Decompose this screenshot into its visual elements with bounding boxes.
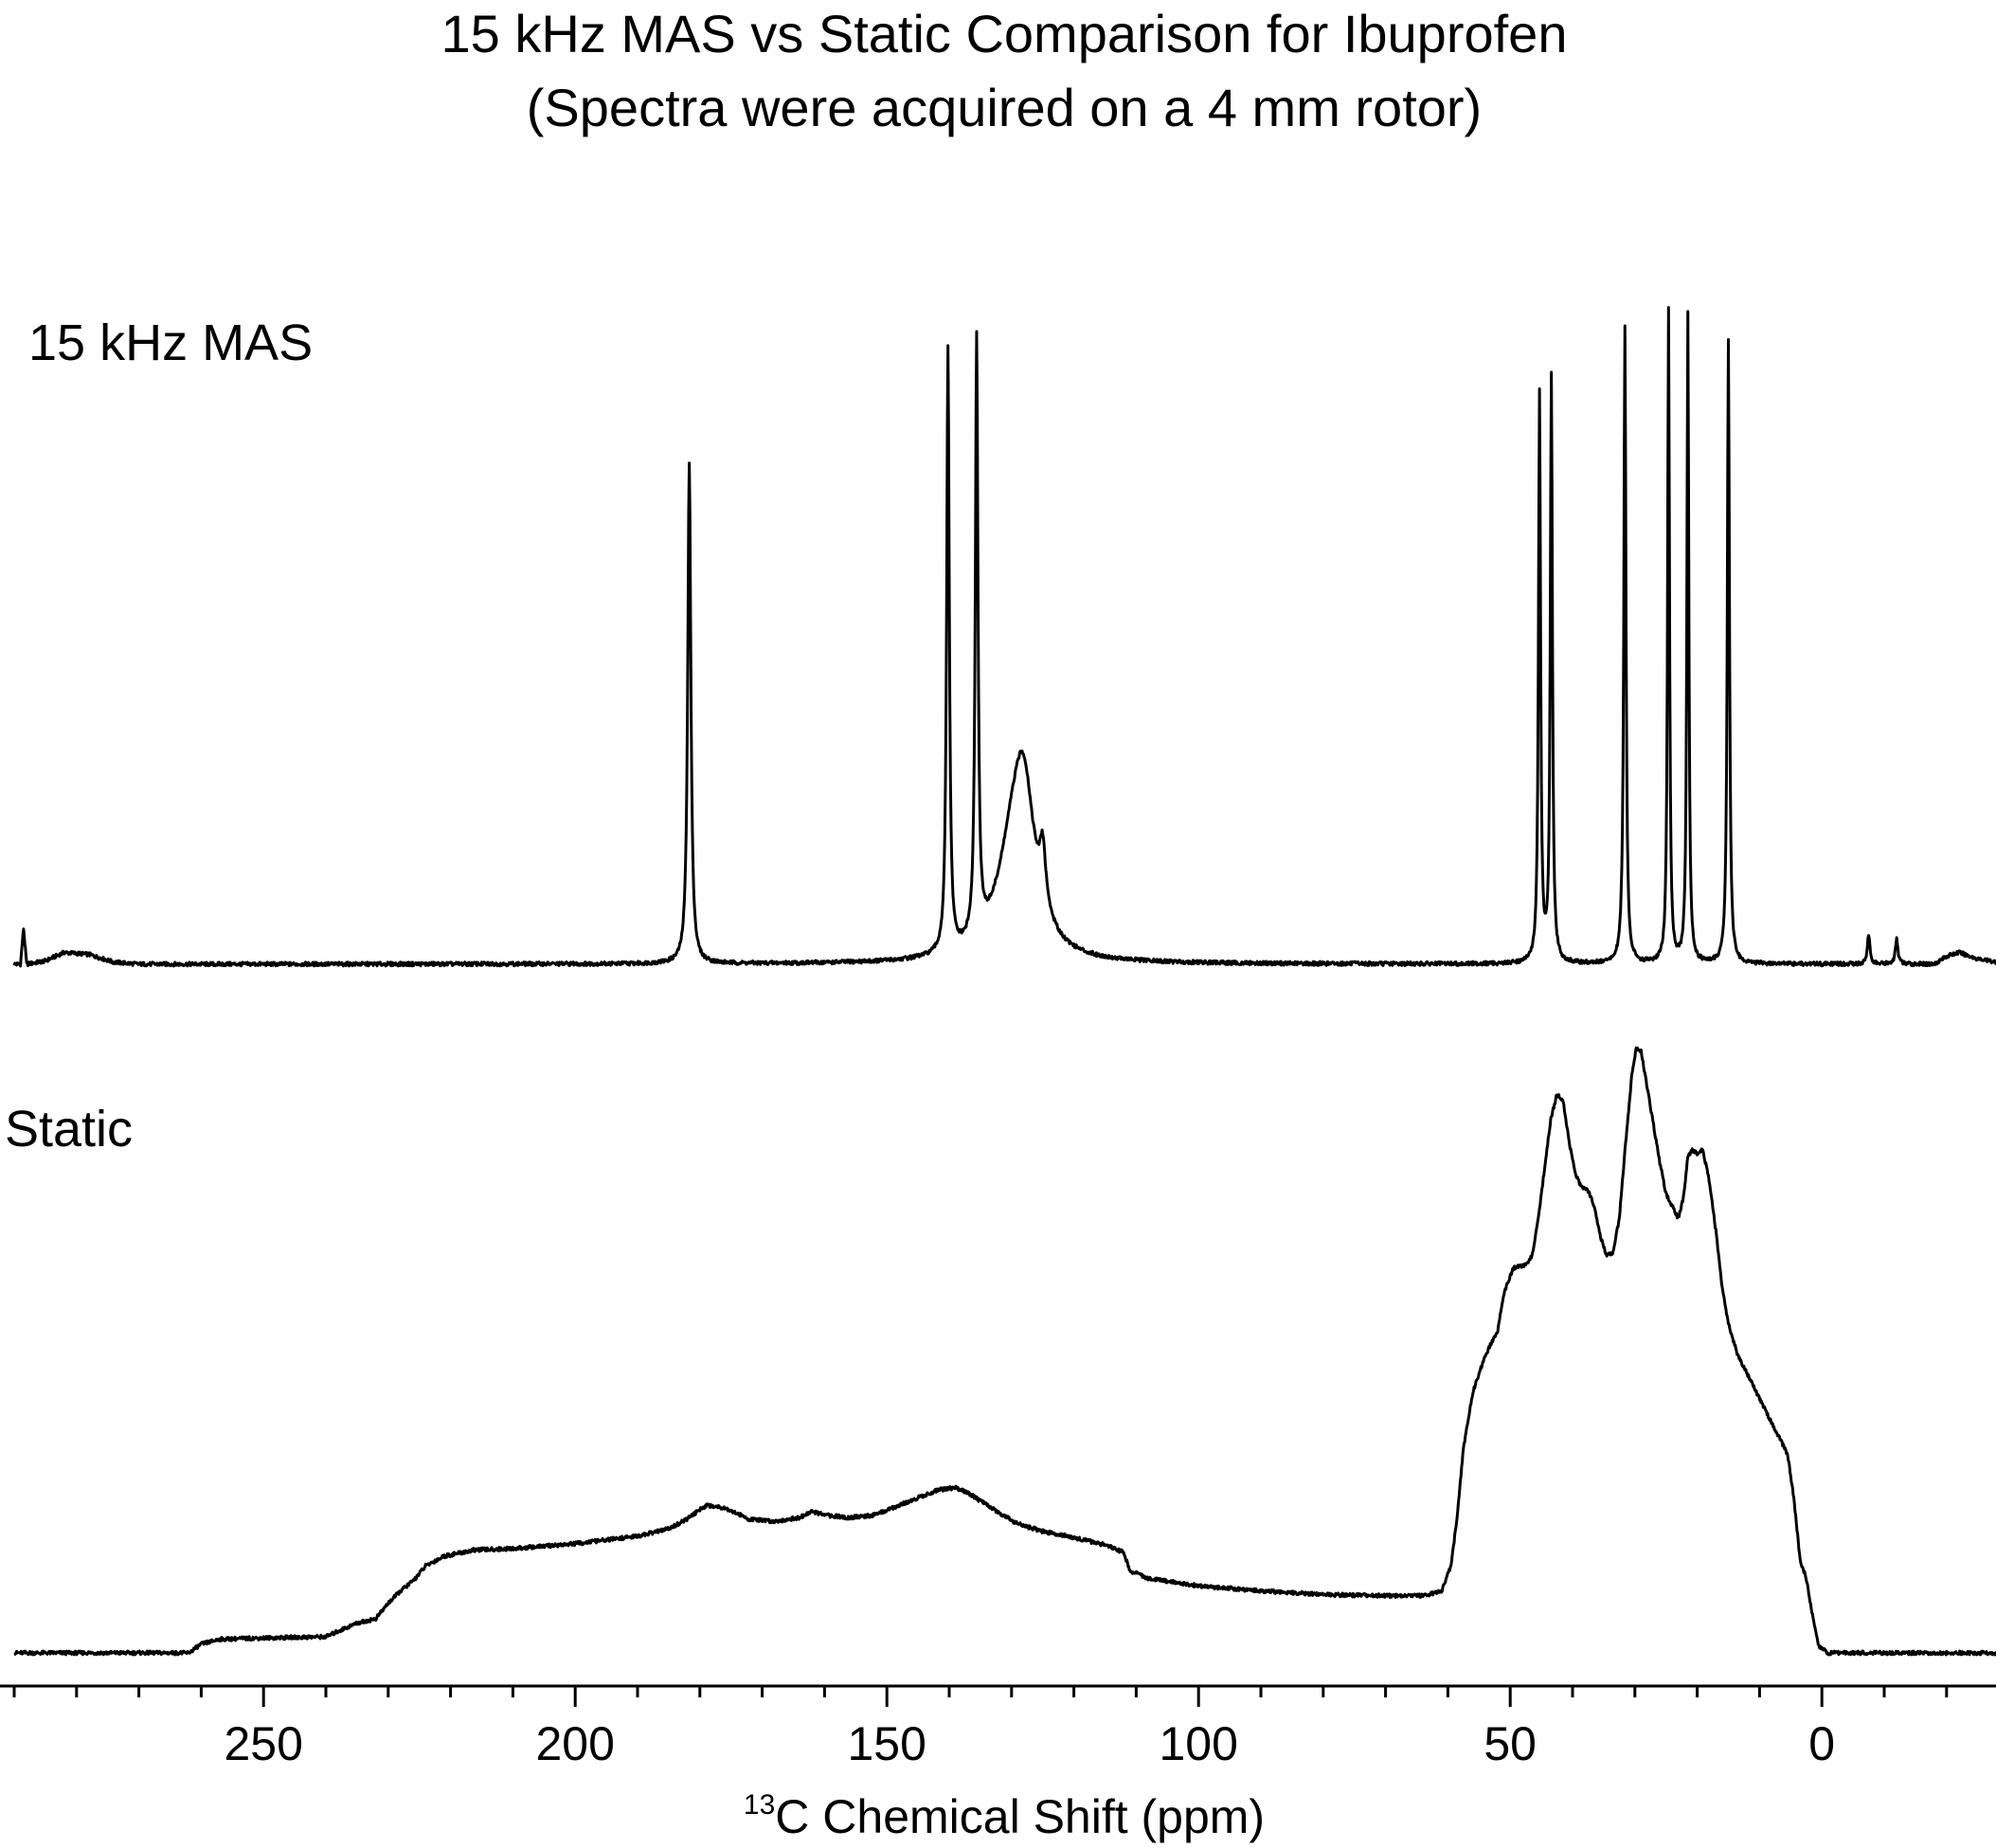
series-line-mas	[12, 306, 1996, 968]
x-tick-label: 200	[535, 1717, 614, 1770]
series-label-static: Static	[5, 1101, 133, 1157]
x-tick-label: 150	[847, 1717, 926, 1770]
chart-subtitle: (Spectra were acquired on a 4 mm rotor)	[527, 78, 1482, 137]
x-tick-label: 50	[1484, 1717, 1537, 1770]
x-axis-ticks: 250 200 150 100 50 0	[12, 1686, 1949, 1770]
x-axis-title: 13C Chemical Shift (ppm)	[744, 1789, 1265, 1843]
series-label-mas: 15 kHz MAS	[28, 314, 313, 371]
x-tick-label: 100	[1159, 1717, 1237, 1770]
x-axis-title-text: C Chemical Shift (ppm)	[775, 1790, 1265, 1843]
series-line-static	[13, 1046, 1996, 1657]
x-axis-title-superscript: 13	[744, 1789, 775, 1821]
x-tick-label: 0	[1808, 1717, 1835, 1770]
x-tick-label: 250	[224, 1717, 302, 1770]
chart-title: 15 kHz MAS vs Static Comparison for Ibup…	[441, 4, 1568, 63]
